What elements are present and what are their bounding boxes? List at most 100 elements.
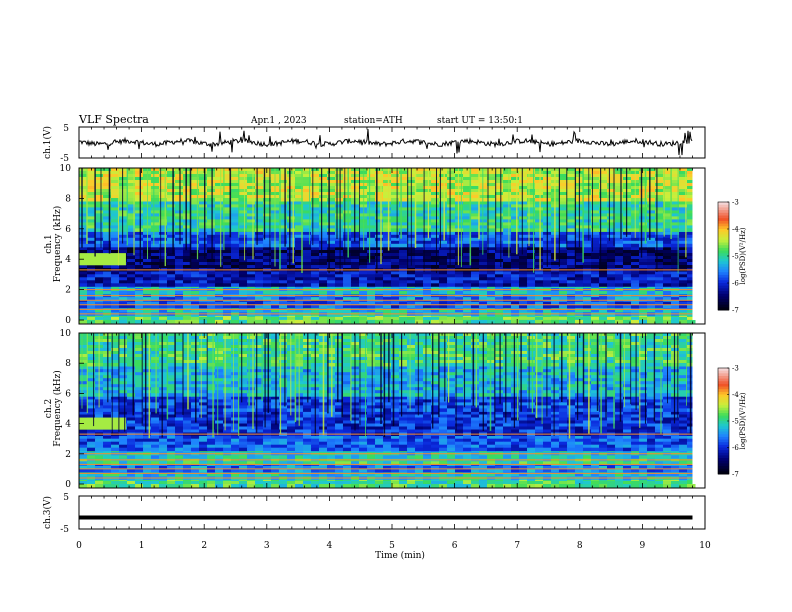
ch1-spectrogram-cell xyxy=(343,237,352,242)
ch2-spectrogram-cell xyxy=(503,481,512,485)
ch1-spectrogram-cell xyxy=(287,198,296,202)
ch1-spectrogram-cell xyxy=(527,271,536,275)
ch1-spectrogram-cell xyxy=(199,168,208,172)
ch1-spectrogram-cell xyxy=(191,195,200,199)
ch1-spectrogram-cell xyxy=(327,207,336,211)
ch1-spectrogram-cell xyxy=(439,253,448,257)
ch1-spectrogram-cell xyxy=(559,250,568,254)
ch1-spectrogram-cell xyxy=(303,237,312,242)
ch1-spectrogram-cell xyxy=(671,174,680,178)
ch1-spectrogram-cell xyxy=(687,216,696,220)
ch1-spectrogram-cell xyxy=(119,183,128,187)
ch1-spectrogram-cell xyxy=(431,216,440,220)
ch1-spectrogram-cell xyxy=(183,192,192,196)
ch1-spectrogram-cell xyxy=(391,231,400,236)
ch1-spectrogram-cell xyxy=(583,204,592,208)
ch2-spectrogram-cell xyxy=(535,481,544,485)
ch1-spectrogram-cell xyxy=(415,271,424,275)
ch1-spectrogram-cell xyxy=(295,316,304,321)
ch1-spectrogram-cell xyxy=(431,243,440,248)
ch1-spectrogram-cell xyxy=(255,277,264,281)
ch1-spectrogram-cell xyxy=(647,231,656,236)
ch1-spectrogram-cell xyxy=(279,265,288,269)
ch1-spectrogram-cell xyxy=(215,216,224,220)
ch1-spectrogram-cell xyxy=(663,186,672,190)
ch1-spectrogram-cell xyxy=(511,265,520,269)
ch1-spectrogram-cell xyxy=(415,253,424,257)
ch1-spectrogram-cell xyxy=(639,192,648,196)
ch1-spectrogram-cell xyxy=(439,277,448,281)
ch1-spectrogram-cell xyxy=(263,201,272,205)
ch1-spectrogram-cell xyxy=(399,253,408,257)
ch1-spectrogram-cell xyxy=(223,189,232,193)
ch1-spectrogram-cell xyxy=(279,183,288,187)
ch1-spectrogram-cell xyxy=(615,243,624,248)
ch1-spectrogram-cell xyxy=(495,277,504,281)
ch1-spectrogram-cell xyxy=(367,319,376,324)
ch1-spectrogram-cell xyxy=(455,237,464,242)
ch1-spectrogram-cell xyxy=(287,207,296,211)
ch1-spectrogram-cell xyxy=(159,177,168,181)
ch1-spectrogram-cell xyxy=(271,280,280,284)
ch1-spectrogram-cell xyxy=(511,274,520,278)
ch1-spectrogram-cell xyxy=(447,189,456,193)
ch1-spectrogram-cell xyxy=(167,228,176,232)
ch1-spectrogram-cell xyxy=(639,291,648,295)
ch1-spectrogram-cell xyxy=(295,198,304,202)
ch1-spectrogram-cell xyxy=(367,228,376,232)
ch1-spectrogram-cell xyxy=(607,301,616,306)
ch2-spectrogram-cell xyxy=(639,481,648,485)
ch1-spectrogram-cell xyxy=(295,240,304,245)
ch1-spectrogram-cell xyxy=(247,319,256,324)
ch1-spectrogram-cell xyxy=(239,283,248,287)
ch1-spectrogram-cell xyxy=(615,168,624,172)
ch1-spectrogram-cell xyxy=(111,225,120,229)
ch1-spectrogram-cell xyxy=(399,280,408,284)
ch1-spectrogram-cell xyxy=(519,219,528,223)
ch1-spectrogram-cell xyxy=(287,316,296,321)
ch1-spectrogram-cell xyxy=(183,171,192,175)
ch1-spectrogram-cell xyxy=(159,198,168,202)
ch2-spectrogram-cell xyxy=(199,481,208,485)
ch1-spectrogram-cell xyxy=(383,319,392,324)
ch1-spectrogram-cell xyxy=(343,168,352,172)
ch1-spectrogram-cell xyxy=(623,316,632,321)
ch1-spectrogram-cell xyxy=(335,216,344,220)
ch1-spectrogram-cell xyxy=(679,231,688,236)
ch1-spectrogram-cell xyxy=(151,213,160,217)
ch1-spectrogram-cell xyxy=(159,186,168,190)
ch1-spectrogram-cell xyxy=(407,283,416,287)
ch1-spectrogram-cell xyxy=(607,174,616,178)
ch1-spectrogram-cell xyxy=(79,222,88,226)
ch1-spectrogram-cell xyxy=(175,183,184,187)
ch1-spectrogram-cell xyxy=(167,309,176,313)
ch1-spectrogram-cell xyxy=(279,280,288,284)
ch1-spectrogram-cell xyxy=(575,256,584,260)
ch1-spectrogram-cell xyxy=(567,225,576,229)
ch1-spectrogram-cell xyxy=(119,304,128,309)
ch1-spectrogram-cell xyxy=(575,283,584,287)
ch1-spectrogram-cell xyxy=(231,195,240,199)
ch1-spectrogram-cell xyxy=(263,204,272,208)
ch1-spectrogram-cell xyxy=(599,216,608,220)
ch1-spectrogram-cell xyxy=(591,240,600,245)
ch1-spectrogram-cell xyxy=(503,177,512,181)
ch1-spectrogram-cell xyxy=(535,171,544,175)
ch1-spectrogram-cell xyxy=(119,240,128,245)
ch1-spectrogram-cell xyxy=(487,171,496,175)
ch1-spectrogram-cell xyxy=(135,192,144,196)
ch1-spectrogram-cell xyxy=(335,231,344,236)
ch1-spectrogram-cell xyxy=(583,213,592,217)
ch1-spectrogram-cell xyxy=(343,177,352,181)
ch1-spectrogram-cell xyxy=(495,247,504,251)
ch1-spectrogram-cell xyxy=(399,216,408,220)
ch1-spectrogram-cell xyxy=(607,231,616,236)
ch1-spectrogram-cell xyxy=(87,237,96,242)
ch1-spectrogram-cell xyxy=(519,274,528,278)
ch1-spectrogram-cell xyxy=(535,216,544,220)
ch1-spectrogram-cell xyxy=(639,201,648,205)
ch1-spectrogram-cell xyxy=(503,219,512,223)
ch1-spectrogram-cell xyxy=(279,207,288,211)
ch2-spectrogram-cell xyxy=(399,481,408,485)
ch1-spectrogram-cell xyxy=(239,234,248,239)
